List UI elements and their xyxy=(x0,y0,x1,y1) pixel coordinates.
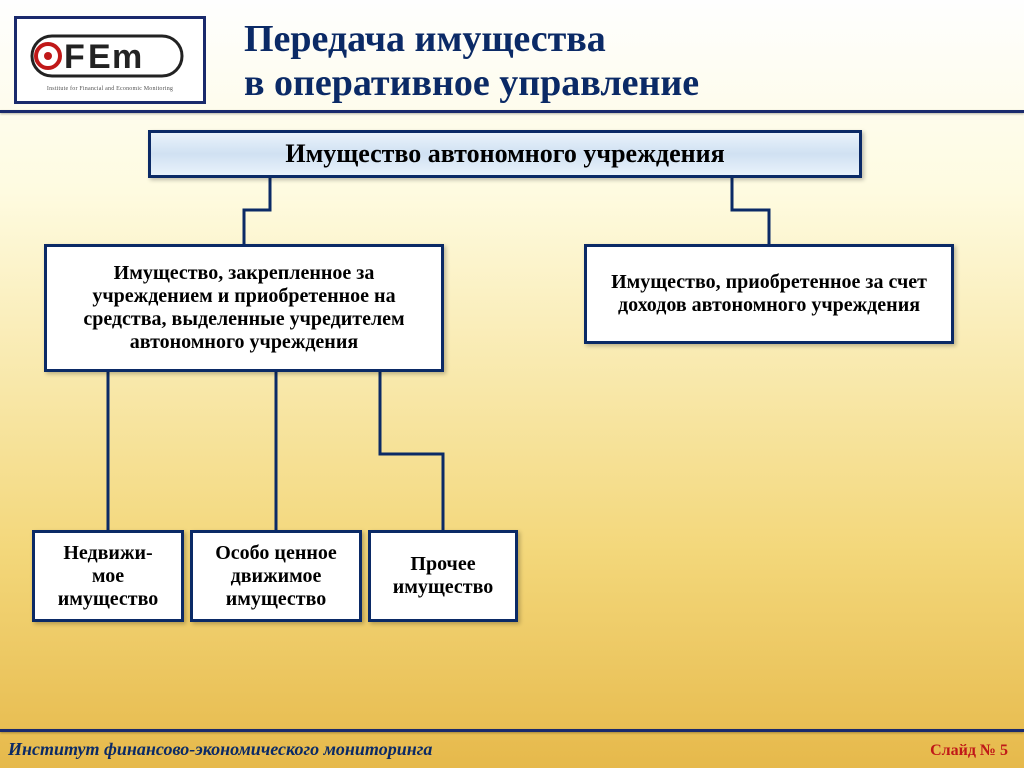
slide: F E m Institute for Financial and Econom… xyxy=(0,0,1024,768)
node-c3-label: Прочее имущество xyxy=(379,553,507,599)
connectors xyxy=(0,0,1024,768)
node-right: Имущество, приобретенное за счет доходов… xyxy=(584,244,954,344)
node-c1: Недвижи-мое имущество xyxy=(32,530,184,622)
node-right-label: Имущество, приобретенное за счет доходов… xyxy=(595,271,943,317)
node-left: Имущество, закрепленное за учреждением и… xyxy=(44,244,444,372)
node-root-label: Имущество автономного учреждения xyxy=(285,139,724,169)
node-c3: Прочее имущество xyxy=(368,530,518,622)
node-c2-label: Особо ценное движимое имущество xyxy=(201,542,351,611)
node-c1-label: Недвижи-мое имущество xyxy=(43,542,173,611)
bottom-rule xyxy=(0,729,1024,732)
node-left-label: Имущество, закрепленное за учреждением и… xyxy=(55,262,433,354)
footer-institute: Институт финансово-экономического монито… xyxy=(8,739,432,760)
footer-slide-number: Слайд № 5 xyxy=(930,742,1008,760)
node-c2: Особо ценное движимое имущество xyxy=(190,530,362,622)
node-root: Имущество автономного учреждения xyxy=(148,130,862,178)
